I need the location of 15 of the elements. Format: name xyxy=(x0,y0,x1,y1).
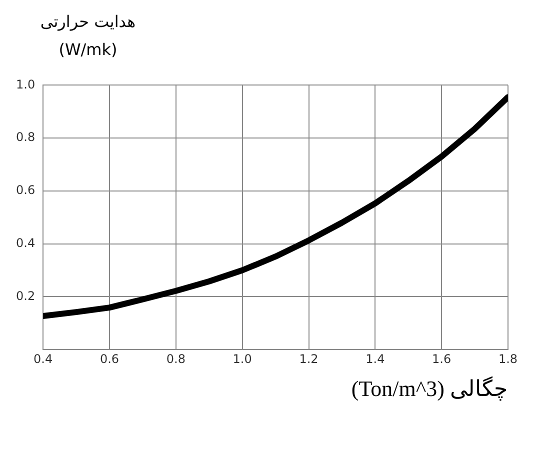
x-axis-title: چگالی (Ton/m^3) xyxy=(350,376,509,402)
x-tick-label: 0.6 xyxy=(100,352,120,366)
y-axis-title: هدایت حرارتی (W/mk) xyxy=(39,11,137,61)
x-tick-label: 1.6 xyxy=(432,352,452,366)
y-tick-label: 0.6 xyxy=(16,183,36,198)
x-tick-label: 0.8 xyxy=(166,352,186,366)
y-tick-label: 0.8 xyxy=(16,130,36,144)
x-tick-label: 1.2 xyxy=(299,352,318,366)
y-tick-label: 0.4 xyxy=(16,236,36,250)
x-tick-label: 0.4 xyxy=(34,352,53,366)
x-tick-label: 1.4 xyxy=(366,352,385,366)
x-tick-label: 1.8 xyxy=(498,352,518,366)
y-tick-label: 0.2 xyxy=(16,288,36,303)
y-tick-label: 1.0 xyxy=(16,77,36,92)
x-tick-label: 1.0 xyxy=(232,352,252,366)
